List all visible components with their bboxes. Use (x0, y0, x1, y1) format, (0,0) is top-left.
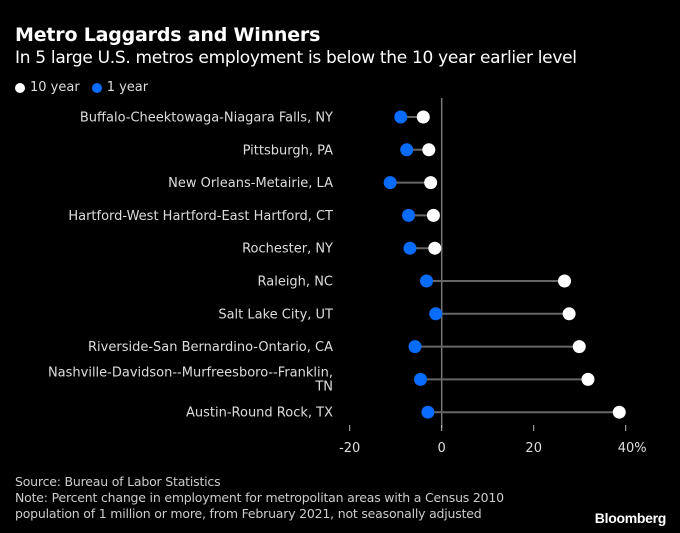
dot-1-year (403, 241, 417, 255)
dot-10-year (562, 307, 576, 321)
dot-1-year (421, 405, 435, 419)
dot-10-year (428, 241, 442, 255)
category-label: Salt Lake City, UT (218, 307, 333, 322)
category-label: Hartford-West Hartford-East Hartford, CT (68, 209, 333, 224)
dot-10-year (416, 110, 430, 124)
category-label: Rochester, NY (242, 242, 333, 257)
category-label: Pittsburgh, PA (243, 143, 334, 158)
legend: 10 year 1 year (15, 80, 160, 95)
dot-10-year (612, 405, 626, 419)
category-label: Buffalo-Cheektowaga-Niagara Falls, NY (80, 111, 333, 126)
dot-10-year (572, 340, 586, 354)
dot-10-year (424, 176, 438, 190)
legend-label-10-year: 10 year (30, 80, 80, 95)
category-label: Nashville-Davidson--Murfreesboro--Frankl… (48, 365, 333, 394)
legend-item-10-year: 10 year (15, 80, 80, 95)
chart-title: Metro Laggards and Winners (15, 24, 321, 46)
category-label-line: Nashville-Davidson--Murfreesboro--Frankl… (48, 365, 333, 380)
dot-10-year (422, 143, 436, 157)
dot-1-year (420, 274, 434, 288)
note-line-2: population of 1 million or more, from Fe… (15, 506, 482, 521)
chart-subtitle: In 5 large U.S. metros employment is bel… (15, 48, 577, 68)
source-text: Source: Bureau of Labor Statistics (15, 474, 221, 489)
dot-1-year (429, 307, 443, 321)
legend-label-1-year: 1 year (106, 80, 149, 95)
category-label: Raleigh, NC (258, 275, 334, 290)
dot-1-year (402, 208, 416, 222)
x-tick-label: 40% (618, 441, 647, 456)
dot-10-year (581, 372, 595, 386)
x-tick-label: 20 (525, 441, 542, 456)
category-label: Austin-Round Rock, TX (186, 406, 333, 421)
dot-10-year (558, 274, 572, 288)
legend-dot-10-year (15, 82, 25, 93)
x-tick-label: -20 (339, 441, 360, 456)
dot-1-year (414, 372, 428, 386)
dot-1-year (400, 143, 414, 157)
category-label: New Orleans-Metairie, LA (168, 176, 333, 191)
category-label: Riverside-San Bernardino-Ontario, CA (88, 340, 333, 355)
footer: Source: Bureau of Labor Statistics Note:… (15, 474, 504, 522)
dot-1-year (383, 176, 397, 190)
note-line-1: Note: Percent change in employment for m… (15, 490, 504, 505)
category-label-line: TN (314, 379, 333, 394)
dot-1-year (394, 110, 408, 124)
dot-1-year (408, 340, 422, 354)
dot-10-year (426, 208, 440, 222)
x-tick-label: 0 (438, 441, 446, 456)
bloomberg-logo: Bloomberg (594, 510, 667, 526)
legend-dot-1-year (91, 82, 102, 93)
legend-item-1-year: 1 year (91, 80, 149, 95)
